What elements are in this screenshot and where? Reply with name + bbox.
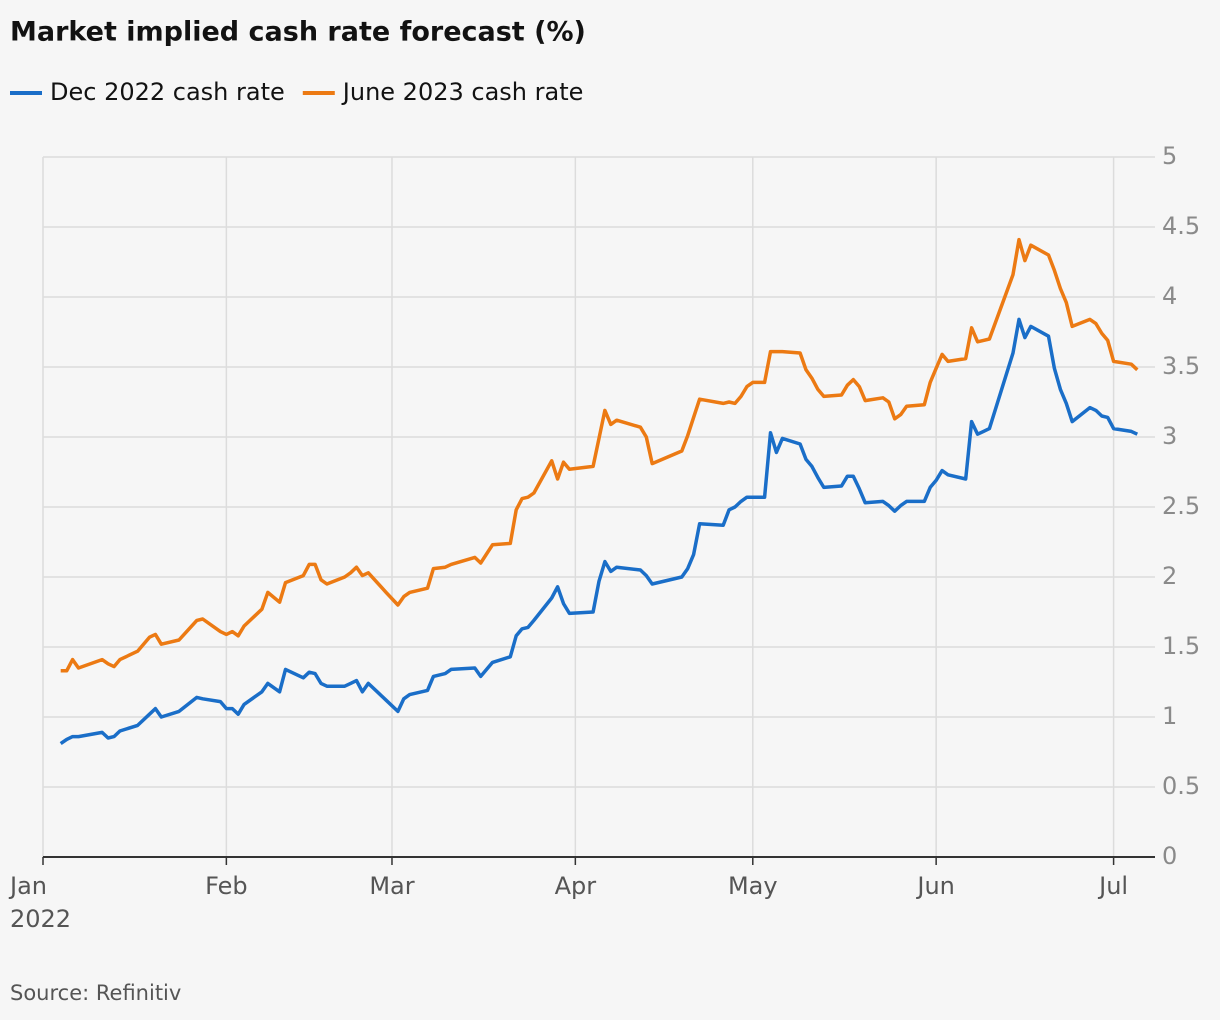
y-tick-label: 4.5 <box>1162 212 1200 240</box>
y-tick-label: 3 <box>1162 422 1177 450</box>
x-tick-label: Jun <box>915 872 955 900</box>
x-tick-label: May <box>728 872 778 900</box>
x-year-label: 2022 <box>10 905 71 933</box>
y-tick-label: 5 <box>1162 142 1177 170</box>
y-tick-label: 1.5 <box>1162 632 1200 660</box>
x-tick-label: Mar <box>369 872 414 900</box>
chart-title: Market implied cash rate forecast (%) <box>10 17 586 48</box>
x-tick-label: Apr <box>555 872 597 900</box>
y-tick-label: 1 <box>1162 702 1177 730</box>
y-tick-label: 2.5 <box>1162 492 1200 520</box>
x-tick-label: Jan <box>8 872 47 900</box>
series-line <box>60 237 1139 673</box>
y-tick-label: 4 <box>1162 282 1177 310</box>
y-tick-label: 2 <box>1162 562 1177 590</box>
legend-label: Dec 2022 cash rate <box>50 78 285 106</box>
legend-label: June 2023 cash rate <box>341 78 584 106</box>
y-tick-label: 0 <box>1162 842 1177 870</box>
series-line <box>59 317 1139 746</box>
x-tick-label: Feb <box>205 872 248 900</box>
x-tick-label: Jul <box>1097 872 1128 900</box>
source: Source: Refinitiv <box>10 981 181 1005</box>
y-tick-label: 0.5 <box>1162 772 1200 800</box>
y-tick-label: 3.5 <box>1162 352 1200 380</box>
